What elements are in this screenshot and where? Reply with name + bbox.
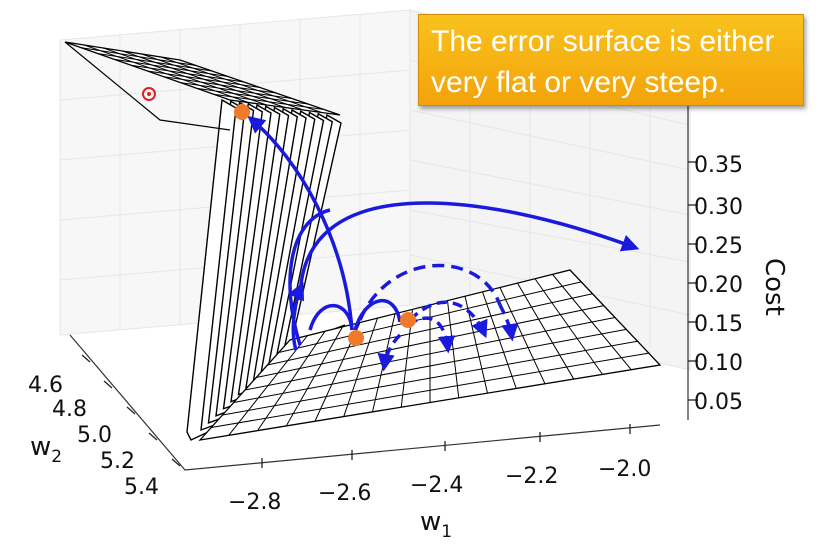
cost-tick-1: 0.30	[694, 195, 743, 220]
cost-tick-4: 0.15	[694, 312, 743, 337]
cost-tick-5: 0.10	[694, 351, 743, 376]
cost-point-top	[234, 104, 250, 120]
plateau-line	[122, 50, 286, 108]
w1-axis-label: w1	[420, 507, 452, 542]
w2-axis-label: w2	[30, 432, 62, 467]
cost-axis-label: Cost	[759, 258, 789, 316]
floor-line	[244, 317, 616, 391]
long-shot-arrow	[298, 201, 640, 301]
floor-line	[222, 340, 638, 416]
dashed-hop-2	[408, 300, 488, 339]
w1-tick-1: −2.6	[318, 481, 371, 506]
w2-axis	[81, 354, 181, 467]
hop-arrow-1	[308, 303, 354, 331]
w1-tick-0: −2.8	[228, 490, 281, 515]
plateau-line	[160, 56, 322, 113]
hop-arrow-2	[353, 299, 402, 331]
w1-axis	[261, 424, 631, 468]
cost-point-mid	[400, 312, 416, 328]
axes-frame	[69, 95, 689, 471]
bounce-arrow-2	[288, 281, 305, 351]
dashed-down-1	[498, 304, 519, 342]
cost-tick-6: 0.05	[694, 390, 743, 415]
cost-axis	[688, 161, 698, 401]
floor-line	[211, 352, 649, 428]
plateau-edge	[64, 41, 231, 131]
dashed-hop-4	[377, 333, 402, 372]
plateau-line	[103, 47, 267, 106]
plateau-line	[84, 44, 249, 103]
floor-line	[233, 328, 627, 403]
floor-line	[267, 293, 593, 366]
gradient-trajectory	[247, 115, 640, 372]
cost-point-low	[348, 330, 364, 346]
callout-box: The error surface is either very flat or…	[418, 14, 804, 106]
plateau-line	[141, 53, 304, 111]
cost-tick-2: 0.25	[694, 234, 743, 259]
w1-tick-2: −2.4	[410, 473, 463, 498]
w2-tick-1: 4.8	[52, 397, 87, 422]
w2-tick-4: 5.4	[124, 475, 159, 500]
w2-tick-3: 5.2	[100, 449, 135, 474]
dashed-arc	[358, 263, 502, 321]
highlight-marker	[142, 87, 156, 101]
cost-tick-0: 0.35	[694, 153, 743, 178]
w1-tick-4: −2.0	[598, 457, 651, 482]
callout-text: The error surface is either very flat or…	[431, 25, 775, 99]
floor-line	[256, 305, 604, 378]
w2-tick-2: 5.0	[77, 423, 112, 448]
w1-tick-3: −2.2	[505, 464, 558, 489]
jump-up-arrow	[247, 115, 354, 331]
cost-tick-3: 0.20	[694, 273, 743, 298]
w2-tick-0: 4.6	[28, 373, 63, 398]
